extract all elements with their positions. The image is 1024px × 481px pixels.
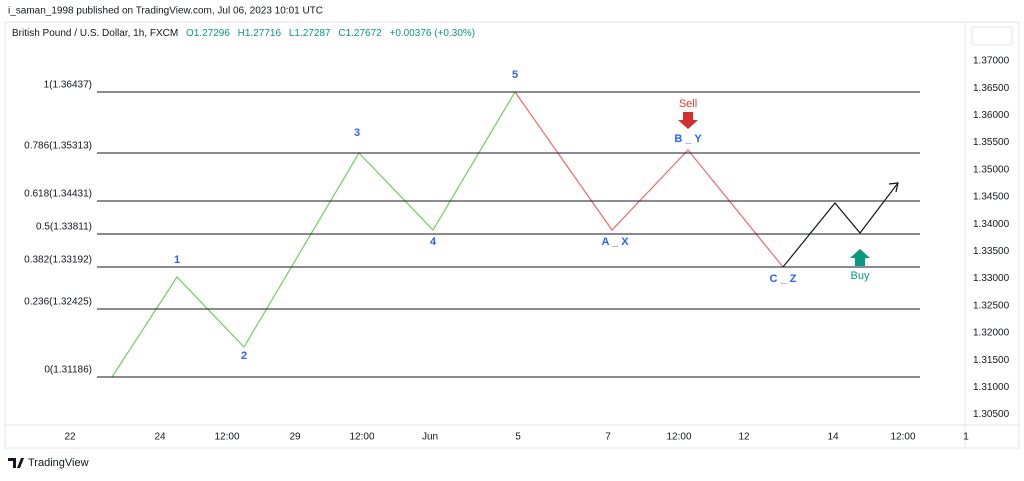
wave-label: 4 — [430, 236, 437, 248]
price-tick-label: 1.34000 — [973, 219, 1010, 230]
buy-label: Buy — [851, 270, 870, 282]
fib-label: 0.236(1.32425) — [24, 297, 92, 308]
wave-label: B _ Y — [674, 133, 702, 145]
price-tick-label: 1.35000 — [973, 164, 1010, 175]
time-tick-label: 5 — [515, 432, 521, 443]
time-tick-label: 14 — [827, 432, 839, 443]
price-tick-label: 1.32000 — [973, 328, 1010, 339]
time-tick-label: 24 — [154, 432, 166, 443]
price-tick-label: 1.33500 — [973, 246, 1010, 257]
correction-wave — [514, 91, 784, 268]
brand: TradingView — [28, 457, 89, 469]
time-tick-label: 1 — [963, 432, 969, 443]
price-tick-label: 1.31000 — [973, 382, 1010, 393]
brand-logo — [8, 458, 24, 468]
time-tick-label: Jun — [422, 432, 438, 443]
chart-panel — [4, 21, 1020, 449]
high: H1.27716 — [238, 28, 282, 39]
change: +0.00376 (+0.30%) — [389, 28, 475, 39]
sell-arrow — [678, 112, 698, 129]
price-tick-label: 1.33000 — [973, 273, 1010, 284]
low: L1.27287 — [289, 28, 331, 39]
price-tick-label: 1.36000 — [973, 110, 1010, 121]
time-tick-label: 12 — [738, 432, 750, 443]
time-tick-label: 12:00 — [214, 432, 239, 443]
symbol-name: British Pound / U.S. Dollar, 1h, FXCM — [12, 28, 178, 39]
fib-label: 0.382(1.33192) — [24, 255, 92, 266]
wave-label: 2 — [241, 350, 247, 362]
time-tick-label: 12:00 — [349, 432, 374, 443]
price-tick-label: 1.34500 — [973, 192, 1010, 203]
axis-button[interactable] — [971, 26, 1013, 46]
publisher-line: i_saman_1998 published on TradingView.co… — [8, 6, 323, 17]
wave-label: C _ Z — [770, 273, 797, 285]
projection-arrow — [888, 182, 899, 193]
open: O1.27296 — [186, 28, 230, 39]
price-tick-label: 1.32500 — [973, 300, 1010, 311]
time-tick-label: 12:00 — [666, 432, 691, 443]
time-tick-label: 29 — [289, 432, 301, 443]
footer: TradingView — [8, 457, 89, 469]
waves — [111, 91, 899, 378]
close: C1.27672 — [338, 28, 382, 39]
fib-label: 1(1.36437) — [44, 80, 92, 91]
sell-label: Sell — [679, 98, 697, 110]
wave-label: 3 — [354, 127, 360, 139]
fib-label: 0.618(1.34431) — [24, 189, 92, 200]
fib-label: 0.5(1.33811) — [36, 222, 92, 233]
price-tick-label: 1.35500 — [973, 137, 1010, 148]
time-tick-label: 12:00 — [890, 432, 915, 443]
wave-label: 5 — [512, 69, 518, 81]
time-tick-label: 22 — [64, 432, 76, 443]
symbol-info: British Pound / U.S. Dollar, 1h, FXCM O1… — [12, 28, 475, 39]
wave-label: A _ X — [601, 236, 629, 248]
fib-label: 0(1.31186) — [44, 365, 92, 376]
impulse-wave — [111, 91, 516, 378]
price-tick-label: 1.36500 — [973, 83, 1010, 94]
buy-arrow — [850, 249, 870, 266]
projection-wave — [782, 182, 899, 268]
price-tick-label: 1.37000 — [973, 56, 1010, 67]
wave-label: 1 — [174, 254, 180, 266]
price-tick-label: 1.30500 — [973, 409, 1010, 420]
time-tick-label: 7 — [605, 432, 611, 443]
fib-label: 0.786(1.35313) — [24, 141, 92, 152]
price-tick-label: 1.31500 — [973, 355, 1010, 366]
